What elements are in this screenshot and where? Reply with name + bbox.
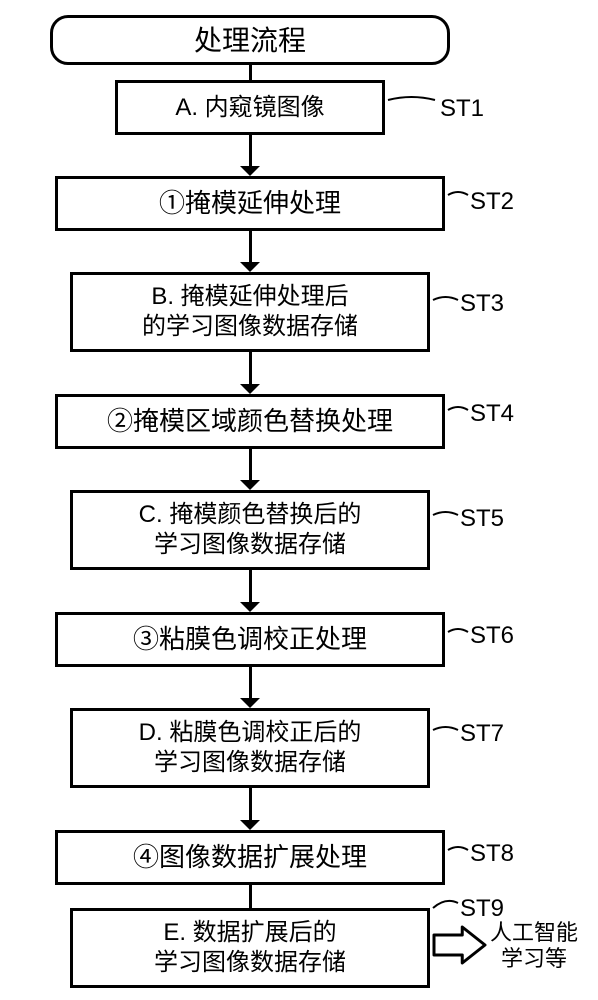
flow-node-text: ②掩模区域颜色替换处理 bbox=[107, 405, 393, 438]
flow-node-ST5: C. 掩模颜色替换后的 学习图像数据存储 bbox=[70, 490, 430, 570]
flow-node-text: ③粘膜色调校正处理 bbox=[133, 623, 367, 656]
title-box: 处理流程 bbox=[50, 15, 450, 65]
flow-node-ST2: ①掩模延伸处理 bbox=[55, 176, 445, 231]
step-label-ST4: ST4 bbox=[470, 400, 514, 428]
edge-line bbox=[249, 449, 252, 480]
edge-arrowhead bbox=[240, 820, 260, 830]
flow-node-text: A. 内窥镜图像 bbox=[175, 93, 324, 123]
leader-line bbox=[446, 624, 470, 640]
flow-node-ST9: E. 数据扩展后的 学习图像数据存储 bbox=[70, 908, 430, 988]
flow-node-text: ①掩模延伸处理 bbox=[159, 187, 341, 220]
edge-arrowhead bbox=[240, 384, 260, 394]
step-label-ST1: ST1 bbox=[440, 95, 484, 123]
leader-line bbox=[431, 292, 460, 308]
flow-node-ST3: B. 掩模延伸处理后 的学习图像数据存储 bbox=[70, 272, 430, 352]
flowchart-canvas: 处理流程 A. 内窥镜图像 ST1 ①掩模延伸处理 ST2 B. 掩模延伸处理后 的学习图… bbox=[0, 0, 598, 1000]
leader-line bbox=[446, 402, 470, 418]
edge-line bbox=[249, 231, 252, 262]
edge-arrowhead bbox=[240, 698, 260, 708]
flow-node-text: D. 粘膜色调校正后的 学习图像数据存储 bbox=[139, 718, 362, 778]
step-label-ST8: ST8 bbox=[470, 840, 514, 868]
leader-line bbox=[446, 187, 470, 203]
step-label-ST6: ST6 bbox=[470, 622, 514, 650]
step-label-ST7: ST7 bbox=[460, 720, 504, 748]
edge-line bbox=[249, 885, 252, 908]
flow-node-text: E. 数据扩展后的 学习图像数据存储 bbox=[154, 918, 346, 978]
leader-line bbox=[431, 507, 460, 523]
edge-line bbox=[249, 65, 252, 80]
edge-line bbox=[249, 667, 252, 698]
leader-line bbox=[431, 895, 460, 916]
edge-arrowhead bbox=[240, 480, 260, 490]
step-label-ST3: ST3 bbox=[460, 290, 504, 318]
flow-node-ST6: ③粘膜色调校正处理 bbox=[55, 612, 445, 667]
edge-line bbox=[249, 570, 252, 602]
step-label-ST5: ST5 bbox=[460, 505, 504, 533]
flow-node-ST1: A. 内窥镜图像 bbox=[115, 80, 385, 135]
flow-node-ST8: ④图像数据扩展处理 bbox=[55, 830, 445, 885]
edge-arrowhead bbox=[240, 262, 260, 272]
outlet-arrow-icon bbox=[432, 925, 487, 965]
flow-node-text: B. 掩模延伸处理后 的学习图像数据存储 bbox=[142, 282, 358, 342]
step-label-ST9: ST9 bbox=[460, 895, 504, 923]
edge-line bbox=[249, 135, 252, 166]
step-label-ST2: ST2 bbox=[470, 188, 514, 216]
flow-node-text: C. 掩模颜色替换后的 学习图像数据存储 bbox=[139, 500, 362, 560]
edge-line bbox=[249, 352, 252, 384]
flow-node-ST7: D. 粘膜色调校正后的 学习图像数据存储 bbox=[70, 708, 430, 788]
edge-line bbox=[249, 788, 252, 820]
flow-node-ST4: ②掩模区域颜色替换处理 bbox=[55, 394, 445, 449]
edge-arrowhead bbox=[240, 166, 260, 176]
edge-arrowhead bbox=[240, 602, 260, 612]
outlet-label: 人工智能 学习等 bbox=[490, 920, 578, 973]
leader-line bbox=[431, 722, 460, 738]
leader-line bbox=[446, 842, 470, 858]
leader-line bbox=[386, 92, 437, 108]
flow-node-text: ④图像数据扩展处理 bbox=[133, 841, 367, 874]
title-text: 处理流程 bbox=[194, 23, 306, 58]
